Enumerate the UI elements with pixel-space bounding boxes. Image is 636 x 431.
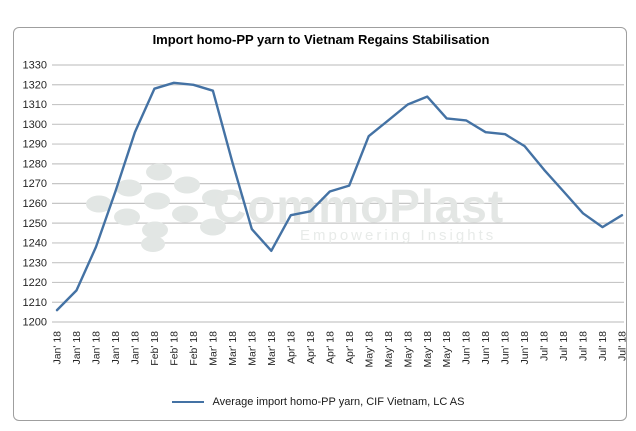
watermark-logo-dot [141,236,165,252]
watermark-logo-dot [116,179,142,197]
legend: Average import homo-PP yarn, CIF Vietnam… [0,393,636,411]
watermark-logo-dot [172,205,198,223]
x-axis-tick-label: Jul' 18 [597,331,609,361]
x-axis-tick-label: Feb' 18 [149,331,161,366]
x-axis-tick-label: Jan' 18 [130,331,142,365]
legend-line-marker [171,401,204,403]
x-axis-tick-label: Jun' 18 [500,331,512,365]
watermark-logo-dot [174,176,200,194]
x-axis-tick-label: Jul' 18 [539,331,551,361]
watermark-logo-dot [200,218,226,236]
watermark-logo-dot [114,208,140,226]
x-axis-tick-label: Jan' 18 [52,331,64,365]
x-axis-tick-label: May' 18 [422,331,434,368]
watermark-logo-dot [142,221,168,239]
y-axis-tick-label: 1290 [23,139,47,151]
x-axis-tick-label: Mar' 18 [266,331,278,366]
x-axis-tick-label: Apr' 18 [344,331,356,364]
axis-labels: 1200 1210 1220 1230 1240 1250 1260 1270 1280 1290… [23,60,629,368]
y-axis-tick-label: 1320 [23,79,47,91]
y-axis-tick-label: 1300 [23,119,47,131]
y-axis-tick-label: 1220 [23,277,47,289]
watermark: CommoPlast Empowering Insights [86,163,504,252]
x-axis-tick-label: May' 18 [441,331,453,368]
x-axis-tick-label: Apr' 18 [285,331,297,364]
watermark-tagline: Empowering Insights [300,227,496,244]
x-axis-tick-label: Jul' 18 [578,331,590,361]
x-axis-tick-label: Jun' 18 [461,331,473,365]
x-axis-tick-label: Jan' 18 [91,331,103,365]
watermark-name: CommoPlast [213,180,504,232]
watermark-logo-dot [146,163,172,181]
x-axis-tick-label: Apr' 18 [324,331,336,364]
x-axis-tick-label: Feb' 18 [168,331,180,366]
series-line [55,81,624,312]
x-axis-tick-label: Mar' 18 [227,331,239,366]
legend-label: Average import homo-PP yarn, CIF Vietnam… [212,396,465,408]
x-axis-tick-label: May' 18 [383,331,395,368]
y-axis-tick-label: 1230 [23,257,47,269]
x-axis-tick-label: May' 18 [402,331,414,368]
x-axis-tick-label: Mar' 18 [246,331,258,366]
x-axis-tick-label: Feb' 18 [188,331,200,366]
x-axis-tick-label: Mar' 18 [207,331,219,366]
x-axis-tick-label: Jun' 18 [519,331,531,365]
x-axis-tick-label: May' 18 [363,331,375,368]
chart-title: Import homo-PP yarn to Vietnam Regains S… [152,32,490,47]
x-axis-tick-label: Jul' 18 [558,331,570,361]
watermark-logo-dot [144,192,170,210]
y-axis-tick-label: 1240 [23,238,47,250]
gridlines [52,64,624,323]
y-axis-tick-label: 1330 [23,60,47,72]
chart-frame [13,27,627,421]
y-axis-tick-label: 1260 [23,198,47,210]
y-axis-tick-label: 1250 [23,218,47,230]
y-axis-tick-label: 1200 [23,317,47,329]
y-axis-tick-label: 1210 [23,297,47,309]
y-axis-tick-label: 1270 [23,178,47,190]
x-axis-tick-label: Jul' 18 [617,331,629,361]
x-axis-tick-label: Apr' 18 [305,331,317,364]
y-axis-tick-label: 1280 [23,158,47,170]
x-axis-tick-label: Jun' 18 [480,331,492,365]
x-axis-tick-label: Jan' 18 [110,331,122,365]
watermark-logo-dot [86,195,112,213]
y-axis-tick-label: 1310 [23,99,47,111]
x-axis-tick-label: Jan' 18 [71,331,83,365]
watermark-logo-dot [202,189,228,207]
